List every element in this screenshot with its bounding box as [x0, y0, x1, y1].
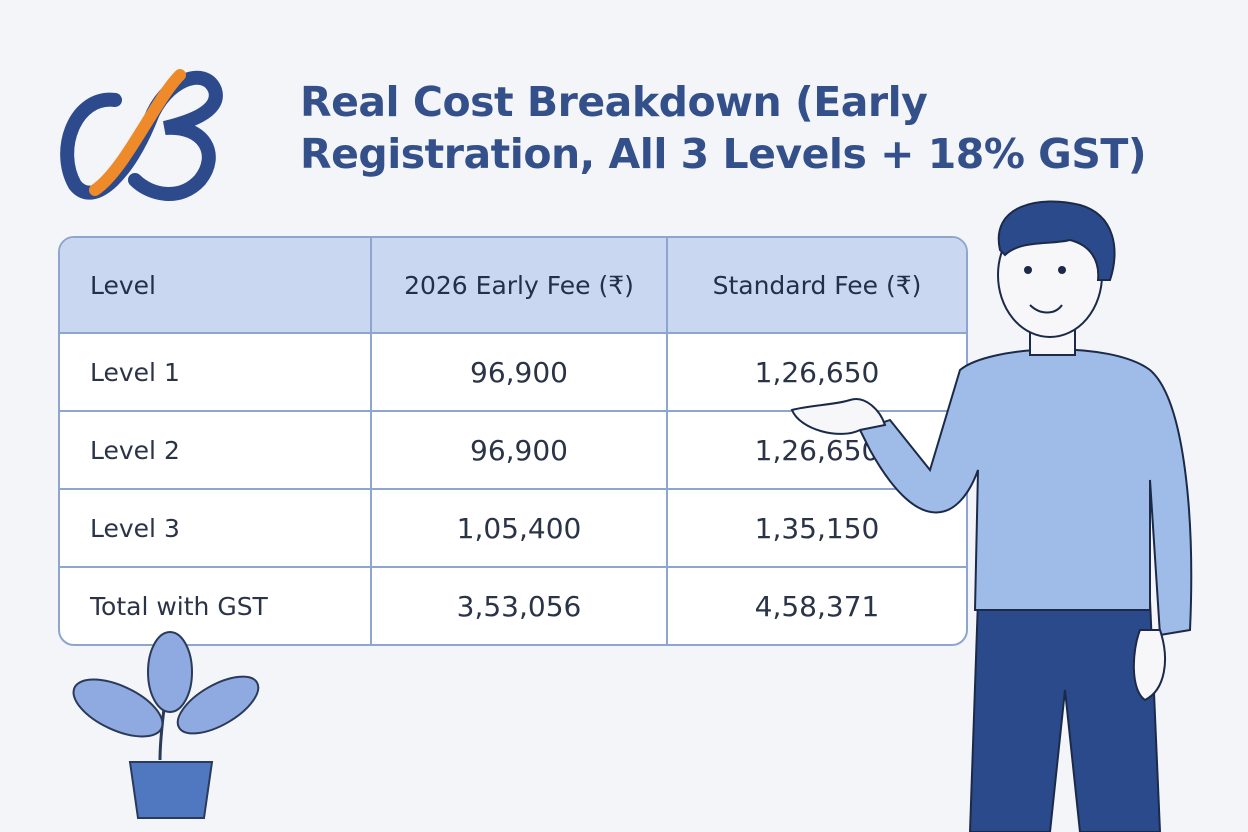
table-cell: 1,05,400 — [370, 490, 666, 566]
logo — [60, 69, 223, 201]
table-cell: 1,26,650 — [666, 334, 966, 410]
table-cell: 3,53,056 — [370, 568, 666, 644]
table-cell: 1,26,650 — [666, 412, 966, 488]
table-cell: Total with GST — [90, 591, 268, 621]
title-line: Real Cost Breakdown (Early — [300, 78, 928, 126]
table-row: Level 1 96,900 1,26,650 — [60, 332, 966, 410]
table-cell: 1,35,150 — [666, 490, 966, 566]
table-cell: Level 2 — [90, 435, 180, 465]
header-cell: 2026 Early Fee (₹) — [370, 238, 666, 332]
title: Real Cost Breakdown (Early Registration,… — [300, 76, 1147, 180]
table-cell: Level 3 — [90, 513, 180, 543]
header-cell: Standard Fee (₹) — [666, 238, 966, 332]
table-row: Level 3 1,05,400 1,35,150 — [60, 488, 966, 566]
table-row: Total with GST 3,53,056 4,58,371 — [60, 566, 966, 644]
table-cell: 4,58,371 — [666, 568, 966, 644]
header-row: Level 2026 Early Fee (₹) Standard Fee (₹) — [60, 238, 966, 332]
table-cell: Level 1 — [90, 357, 180, 387]
table-row: Level 2 96,900 1,26,650 — [60, 410, 966, 488]
fee-table: Level 2026 Early Fee (₹) Standard Fee (₹) L… — [58, 236, 968, 646]
title-line: Registration, All 3 Levels + 18% GST) — [300, 130, 1147, 178]
table-cell: 96,900 — [370, 412, 666, 488]
plant — [72, 631, 260, 819]
header-cell: Level — [90, 270, 156, 300]
table-cell: 96,900 — [370, 334, 666, 410]
